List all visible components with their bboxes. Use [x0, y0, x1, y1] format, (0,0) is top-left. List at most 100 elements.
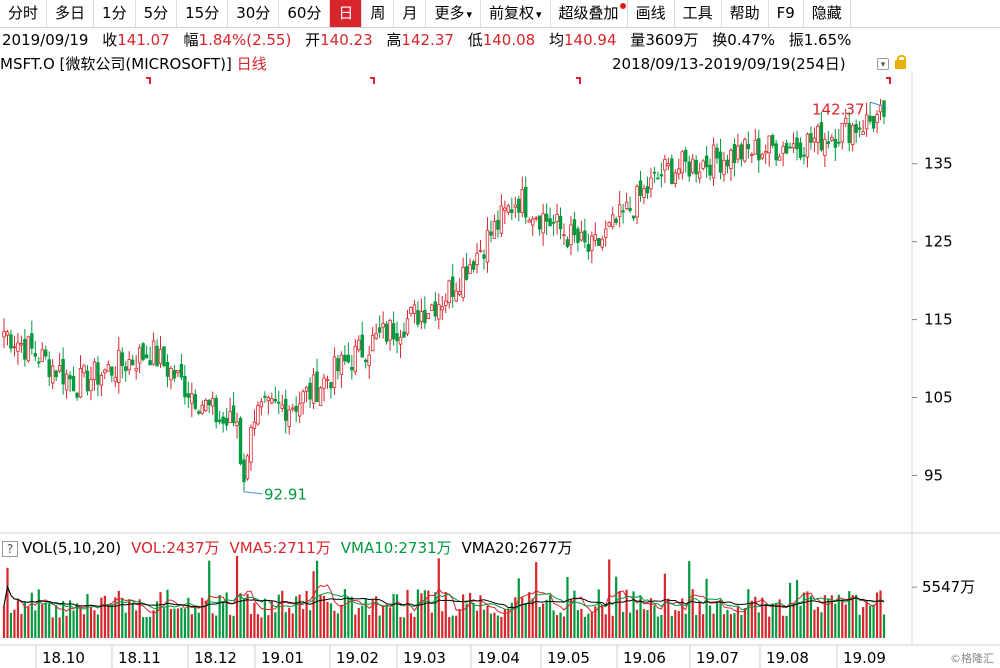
- period-button-4[interactable]: 15分: [177, 0, 229, 27]
- volume-bar: [848, 591, 851, 638]
- max-price-label: 142.37: [812, 100, 865, 118]
- time-tick-label: 19.05: [547, 649, 590, 667]
- volume-bar: [792, 603, 795, 638]
- volume-bar: [559, 612, 562, 638]
- volume-bar: [726, 609, 729, 638]
- period-button-16[interactable]: F9: [769, 0, 804, 27]
- candle-body: [774, 143, 778, 161]
- period-button-8[interactable]: 周: [362, 0, 395, 27]
- volume-bar: [465, 603, 468, 638]
- volume-bar: [256, 614, 260, 638]
- candle-body: [621, 210, 625, 213]
- range-dropdown-icon[interactable]: ▾: [877, 58, 889, 70]
- candle-body: [565, 239, 570, 248]
- volume-bar: [423, 590, 426, 638]
- volume-bar: [628, 612, 632, 638]
- period-button-label: 帮助: [729, 4, 760, 22]
- candle-body: [736, 145, 740, 160]
- candle-body: [586, 243, 591, 252]
- volume-bar: [562, 616, 566, 638]
- volume-bar: [782, 615, 785, 638]
- candle-body: [663, 158, 667, 171]
- volume-bar: [375, 596, 378, 638]
- volume-bar: [260, 617, 263, 638]
- period-button-1[interactable]: 多日: [47, 0, 95, 27]
- candle-body: [777, 156, 782, 161]
- volume-bar: [830, 595, 833, 638]
- candle-body: [110, 366, 114, 376]
- period-button-9[interactable]: 月: [394, 0, 427, 27]
- candle-body: [440, 306, 444, 311]
- price-tick-label: 115: [924, 311, 953, 329]
- volume-bar: [639, 596, 642, 638]
- volume-bar: [142, 617, 145, 638]
- volume-bar: [166, 589, 169, 638]
- volume-bar: [761, 597, 764, 638]
- candle-body: [339, 354, 344, 375]
- period-button-7[interactable]: 日: [330, 0, 363, 27]
- period-button-label: 前复权: [489, 4, 535, 22]
- volume-bar: [340, 604, 343, 638]
- candle-body: [210, 398, 215, 407]
- lock-icon[interactable]: [895, 55, 906, 69]
- volume-bar: [879, 590, 882, 638]
- period-button-15[interactable]: 帮助: [722, 0, 769, 27]
- candle-body: [767, 135, 771, 154]
- candle-body: [141, 343, 145, 360]
- period-button-6[interactable]: 60分: [279, 0, 331, 27]
- volume-bar: [267, 615, 270, 638]
- chevron-down-icon: ▾: [466, 8, 472, 21]
- period-button-13[interactable]: 画线: [628, 0, 675, 27]
- volume-bar: [41, 604, 44, 638]
- candle-body: [242, 459, 246, 483]
- candle-body: [722, 159, 726, 176]
- candle-body: [346, 354, 351, 363]
- quote-status-bar: 2019/09/19 收141.07 幅1.84%(2.55) 开140.23 …: [0, 29, 1000, 51]
- candle-body: [134, 368, 138, 372]
- volume-bar: [635, 609, 639, 638]
- volume-bar: [531, 598, 534, 638]
- period-button-14[interactable]: 工具: [675, 0, 722, 27]
- range-controls: ▾: [877, 55, 906, 70]
- candle-body: [99, 375, 104, 386]
- candle-body: [711, 144, 716, 179]
- period-button-0[interactable]: 分时: [0, 0, 48, 27]
- help-icon[interactable]: ?: [2, 540, 18, 557]
- volume-bar: [705, 578, 708, 638]
- period-button-10[interactable]: 更多 ▾: [426, 0, 481, 27]
- candle-body: [85, 370, 90, 392]
- candle-body: [294, 405, 298, 412]
- candle-body: [684, 149, 688, 162]
- candle-body: [816, 125, 820, 143]
- period-button-11[interactable]: 前复权 ▾: [481, 0, 551, 27]
- volume-bar: [719, 600, 722, 638]
- period-button-17[interactable]: 隐藏: [804, 0, 851, 27]
- volume-bar: [319, 594, 322, 638]
- period-button-12[interactable]: 超级叠加: [551, 0, 628, 27]
- volume-bar: [594, 606, 597, 638]
- candle-body: [200, 404, 204, 414]
- volume-bar: [242, 598, 246, 638]
- period-button-label: 30分: [236, 4, 271, 22]
- period-button-5[interactable]: 30分: [228, 0, 280, 27]
- candle-body: [690, 158, 695, 173]
- volume-bar: [750, 600, 753, 638]
- volume-bar: [795, 579, 799, 638]
- volume-bar: [583, 616, 586, 638]
- volume-bar: [263, 598, 266, 638]
- period-button-2[interactable]: 1分: [94, 0, 136, 27]
- volume-bar: [96, 614, 100, 638]
- candle-body: [551, 221, 556, 224]
- volume-bar: [569, 598, 573, 638]
- period-button-label: 工具: [682, 4, 713, 22]
- candle-body: [464, 266, 469, 280]
- candle-body: [287, 409, 291, 427]
- candle-body: [701, 160, 705, 169]
- volume-bar: [604, 614, 607, 638]
- volume-bar: [395, 594, 399, 638]
- candle-body: [614, 218, 618, 223]
- candle-body: [857, 127, 862, 130]
- event-marker-icon: [146, 77, 151, 84]
- period-button-3[interactable]: 5分: [136, 0, 178, 27]
- volume-bar: [646, 609, 649, 638]
